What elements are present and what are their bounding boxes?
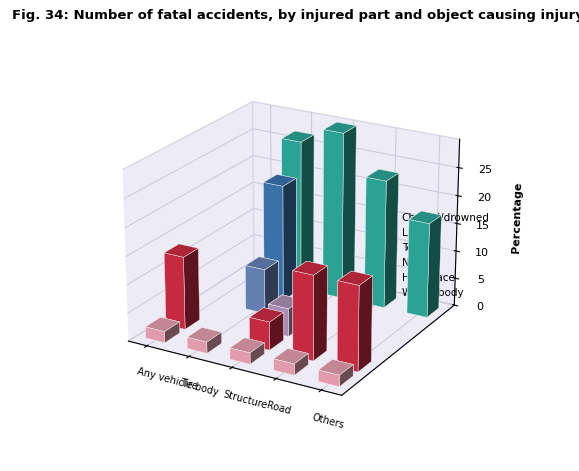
Text: Fig. 34: Number of fatal accidents, by injured part and object causing injury: C: Fig. 34: Number of fatal accidents, by i… [12, 9, 579, 23]
Legend: Choked/drowned, Limbs, Torso, Neck, Head/face, Whole body: Choked/drowned, Limbs, Torso, Neck, Head… [378, 212, 489, 299]
